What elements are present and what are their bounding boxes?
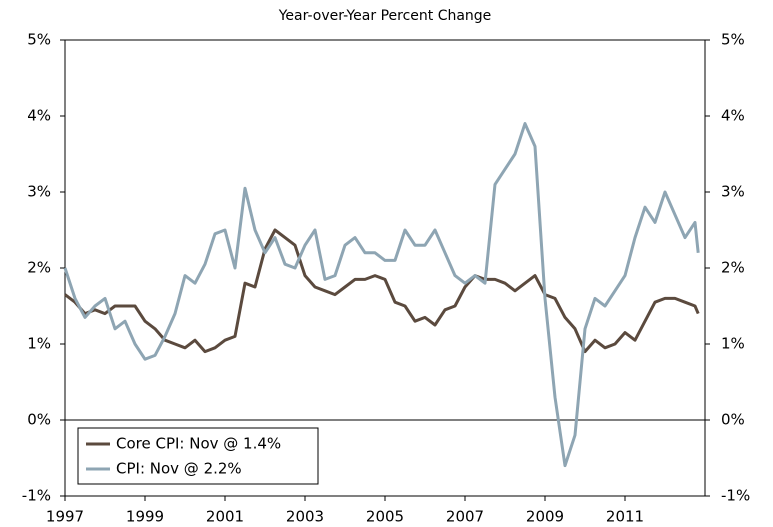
- y-tick-label: 0%: [27, 411, 51, 429]
- series-line: [63, 122, 700, 468]
- legend-label: CPI: Nov @ 2.2%: [116, 460, 242, 478]
- x-tick-label: 1997: [46, 508, 84, 526]
- x-tick-label: 2005: [366, 508, 404, 526]
- chart-title: Year-over-Year Percent Change: [278, 8, 492, 24]
- x-tick-label: 2001: [206, 508, 244, 526]
- y2-tick-label: -1%: [721, 487, 750, 505]
- y-tick-label: 5%: [27, 31, 51, 49]
- legend-box: [77, 427, 319, 485]
- series-line: [64, 228, 700, 354]
- y2-tick-label: 2%: [721, 259, 745, 277]
- y-tick-label: 2%: [27, 259, 51, 277]
- x-tick-label: 1999: [126, 508, 164, 526]
- y2-tick-label: 3%: [721, 183, 745, 201]
- y2-tick-label: 4%: [721, 107, 745, 125]
- y-tick-label: 4%: [27, 107, 51, 125]
- y-tick-label: 3%: [27, 183, 51, 201]
- x-tick-label: 2011: [606, 508, 644, 526]
- y-tick-label: -1%: [22, 487, 51, 505]
- x-tick-label: 2009: [526, 508, 564, 526]
- y2-tick-label: 5%: [721, 31, 745, 49]
- x-tick-label: 2007: [446, 508, 484, 526]
- y2-tick-label: 0%: [721, 411, 745, 429]
- y-tick-label: 1%: [27, 335, 51, 353]
- legend-label: Core CPI: Nov @ 1.4%: [116, 435, 281, 453]
- x-tick-label: 2003: [286, 508, 324, 526]
- y2-tick-label: 1%: [721, 335, 745, 353]
